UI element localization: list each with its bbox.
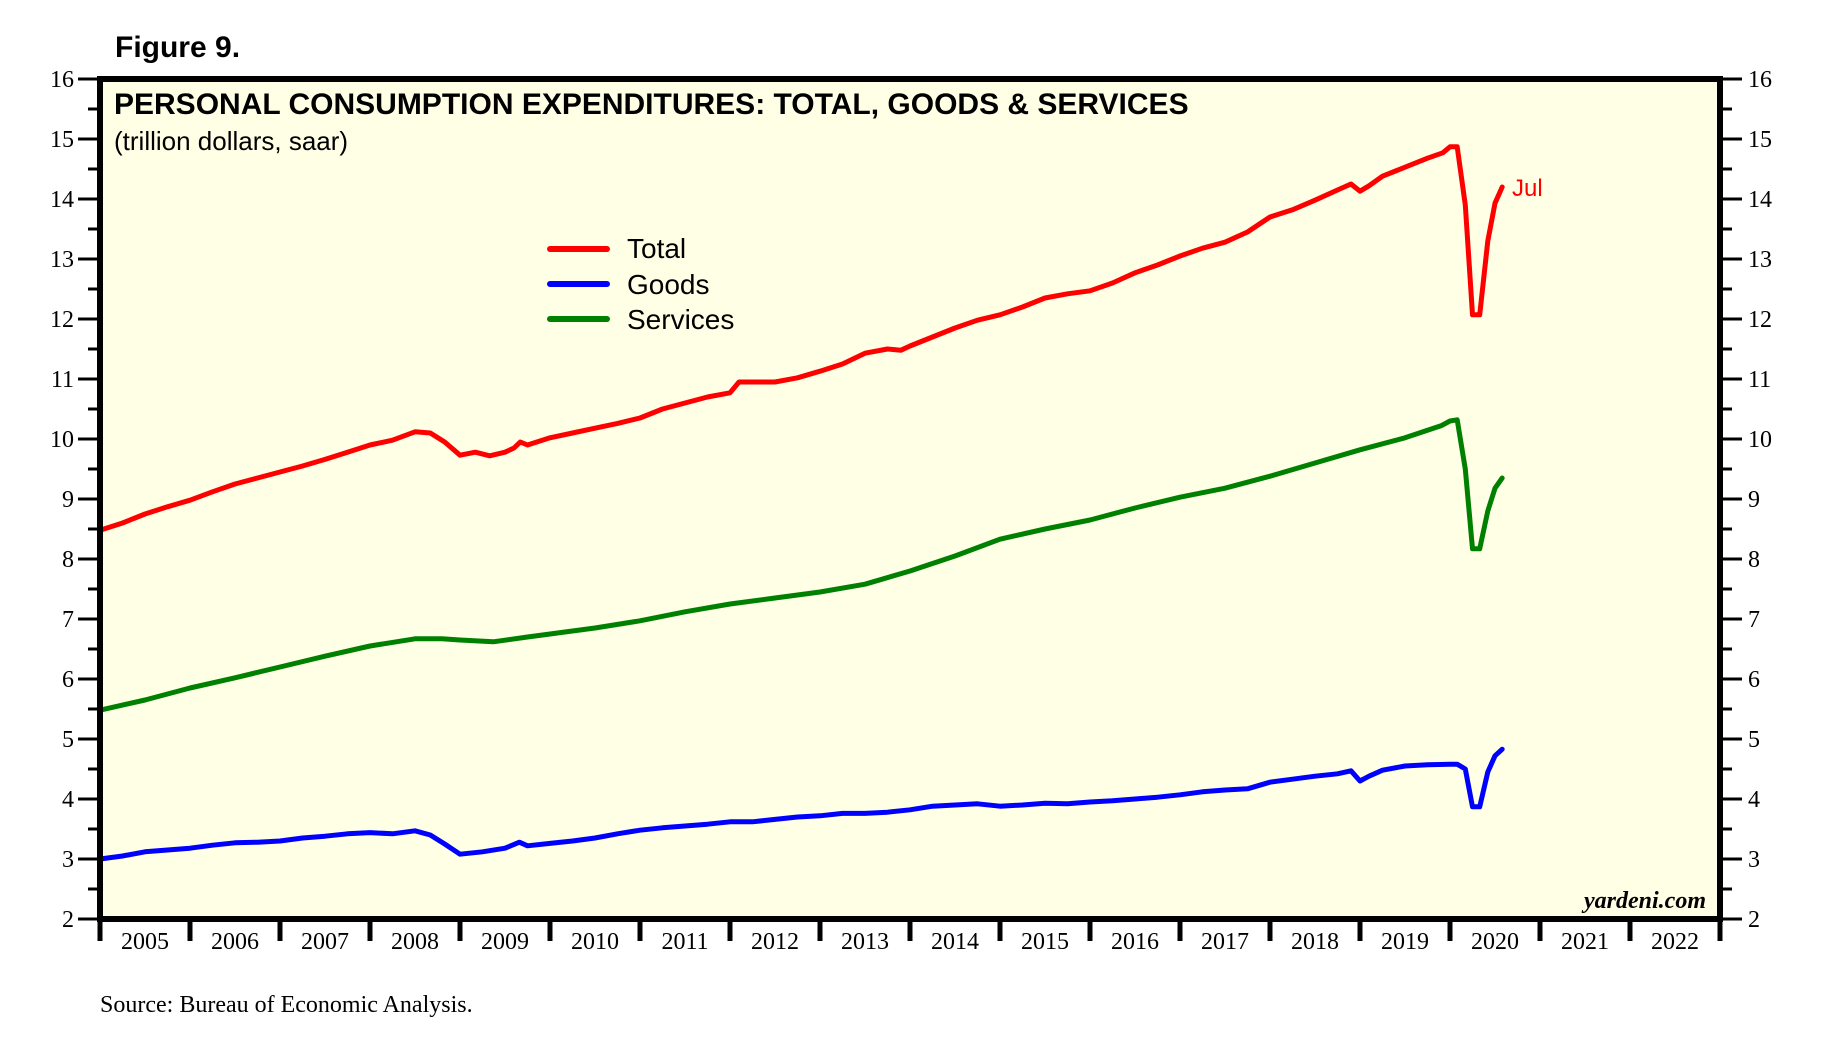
y-tick-label-left: 12: [50, 307, 74, 333]
plot-frame: [97, 76, 1723, 922]
x-axis: 2005 2006 2007 2008 2009 2010 2011 2012 2013 2014…: [97, 919, 1723, 955]
y-tick-label-left: 11: [51, 367, 74, 393]
y-tick-label-right: 13: [1748, 247, 1772, 273]
x-tick-label: 2015: [1021, 929, 1069, 955]
series-line-services: [97, 417, 1505, 713]
y-tick-label-right: 9: [1748, 487, 1760, 513]
y-tick-label-left: 16: [50, 67, 74, 93]
y-tick-label-left: 13: [50, 247, 74, 273]
chart-title: PERSONAL CONSUMPTION EXPENDITURES: TOTAL…: [114, 88, 1189, 121]
legend-item-total: Total: [547, 233, 686, 264]
x-tick-label: 2022: [1651, 929, 1699, 955]
y-tick-label-right: 16: [1748, 67, 1772, 93]
y-tick-label-right: 8: [1748, 547, 1760, 573]
y-tick-label-left: 4: [62, 787, 74, 813]
y-tick-label-left: 7: [62, 607, 74, 633]
y-tick-label-right: 2: [1748, 907, 1760, 933]
y-axis-right: 2 3 4 5 6 7 8 9 10 11 12 13 14 15 16: [1720, 67, 1772, 933]
legend-label-goods: Goods: [627, 269, 710, 300]
x-tick-label: 2009: [481, 929, 529, 955]
x-tick-label: 2021: [1561, 929, 1609, 955]
x-tick-label: 2019: [1381, 929, 1429, 955]
x-tick-label: 2011: [661, 929, 708, 955]
plot-area: [100, 79, 1720, 919]
x-tick-label: 2016: [1111, 929, 1159, 955]
y-tick-label-left: 6: [62, 667, 74, 693]
legend: Total Goods Services: [547, 233, 734, 335]
legend-item-goods: Goods: [547, 269, 710, 300]
y-tick-label-right: 4: [1748, 787, 1760, 813]
series-layer: [97, 144, 1505, 862]
series-line-goods: [97, 746, 1505, 862]
y-tick-label-left: 10: [50, 427, 74, 453]
x-tick-label: 2018: [1291, 929, 1339, 955]
x-tick-label: 2014: [931, 929, 979, 955]
y-tick-label-right: 12: [1748, 307, 1772, 333]
legend-item-services: Services: [547, 304, 734, 335]
y-tick-label-right: 10: [1748, 427, 1772, 453]
y-tick-label-left: 5: [62, 727, 74, 753]
y-tick-label-left: 15: [50, 127, 74, 153]
x-tick-label: 2006: [211, 929, 259, 955]
series-line-total: [97, 144, 1505, 533]
x-tick-label: 2017: [1201, 929, 1249, 955]
x-tick-label: 2010: [571, 929, 619, 955]
y-tick-label-left: 14: [50, 187, 74, 213]
y-tick-label-left: 8: [62, 547, 74, 573]
watermark: yardeni.com: [1581, 888, 1706, 914]
y-tick-label-left: 3: [62, 847, 74, 873]
x-tick-label: 2020: [1471, 929, 1519, 955]
y-tick-label-right: 3: [1748, 847, 1760, 873]
x-tick-label: 2012: [751, 929, 799, 955]
source-note: Source: Bureau of Economic Analysis.: [100, 992, 473, 1018]
figure-label: Figure 9.: [115, 31, 240, 64]
y-tick-label-right: 11: [1748, 367, 1771, 393]
x-tick-label: 2013: [841, 929, 889, 955]
y-tick-label-right: 6: [1748, 667, 1760, 693]
x-tick-label: 2005: [121, 929, 169, 955]
y-tick-label-left: 2: [62, 907, 74, 933]
y-axis-left: 2 3 4 5 6 7 8 9 10 11 12 13 14 15 16: [50, 67, 100, 933]
chart-subtitle: (trillion dollars, saar): [114, 126, 348, 156]
legend-label-total: Total: [627, 233, 686, 264]
y-tick-label-right: 7: [1748, 607, 1760, 633]
y-tick-label-left: 9: [62, 487, 74, 513]
y-tick-label-right: 14: [1748, 187, 1772, 213]
end-annotation-jul: Jul: [1512, 175, 1543, 202]
legend-label-services: Services: [627, 304, 734, 335]
y-tick-label-right: 15: [1748, 127, 1772, 153]
x-tick-label: 2008: [391, 929, 439, 955]
y-tick-label-right: 5: [1748, 727, 1760, 753]
x-tick-label: 2007: [301, 929, 349, 955]
